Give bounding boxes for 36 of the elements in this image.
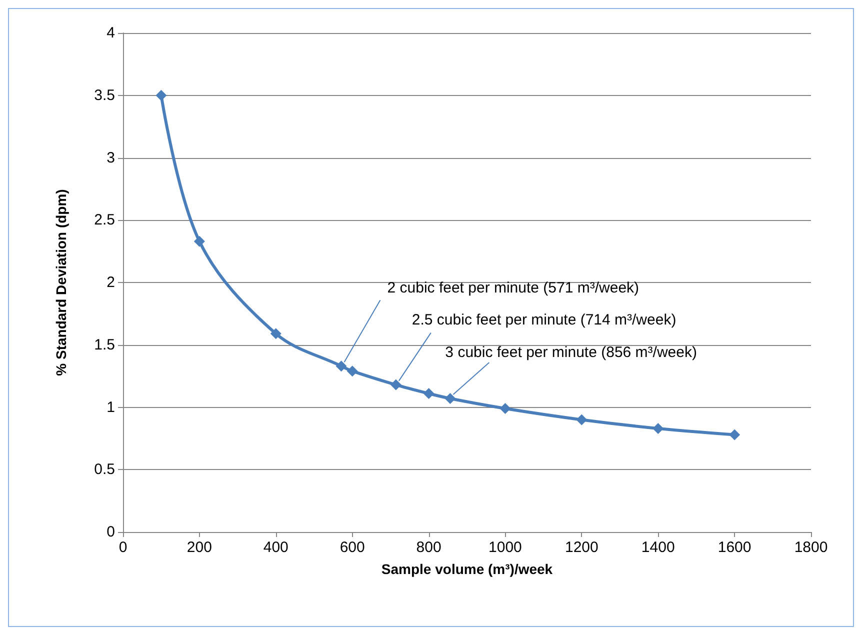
x-tick-label: 1600 bbox=[718, 539, 752, 556]
point bbox=[336, 360, 347, 372]
y-tick-label: 0 bbox=[106, 524, 115, 540]
annotation: 2 cubic feet per minute (571 m³/week) bbox=[387, 280, 640, 297]
y-tick-label: 2.5 bbox=[94, 212, 115, 229]
y-tick-label: 3 bbox=[106, 149, 115, 166]
annotation: 2.5 cubic feet per minute (714 m³/week) bbox=[412, 311, 676, 328]
x-tick-label: 0 bbox=[118, 539, 128, 556]
x-tick-label: 1800 bbox=[794, 539, 828, 556]
y-tick-label: 4 bbox=[106, 24, 115, 42]
x-axis-title: Sample volume (m³)/week bbox=[381, 561, 553, 577]
point bbox=[390, 379, 402, 390]
y-tick-label: 1.5 bbox=[94, 336, 115, 354]
annotation: 3 cubic feet per minute (856 m³/week) bbox=[445, 344, 697, 362]
x-tick-label: 1000 bbox=[488, 539, 522, 556]
point bbox=[423, 388, 434, 400]
y-tick-label: 1 bbox=[106, 398, 115, 416]
point bbox=[156, 90, 167, 101]
point bbox=[729, 429, 740, 440]
y-tick-label: 0.5 bbox=[94, 461, 115, 478]
x-tick-label: 1200 bbox=[564, 539, 598, 556]
point bbox=[270, 328, 282, 340]
x-tick-label: 200 bbox=[186, 539, 212, 556]
x-tick-label: 1400 bbox=[641, 539, 675, 556]
point bbox=[652, 422, 664, 434]
x-tick-label: 800 bbox=[416, 539, 442, 556]
x-tick-label: 400 bbox=[263, 539, 288, 556]
point bbox=[500, 402, 511, 414]
point bbox=[576, 414, 588, 426]
y-tick-label: 3.5 bbox=[94, 86, 115, 104]
point bbox=[444, 393, 456, 404]
point bbox=[346, 366, 358, 377]
point bbox=[194, 236, 205, 247]
y-axis-title: % Standard Deviation (dpm) bbox=[53, 189, 69, 376]
x-tick-label: 600 bbox=[340, 539, 365, 556]
y-tick-label: 2 bbox=[106, 274, 115, 291]
